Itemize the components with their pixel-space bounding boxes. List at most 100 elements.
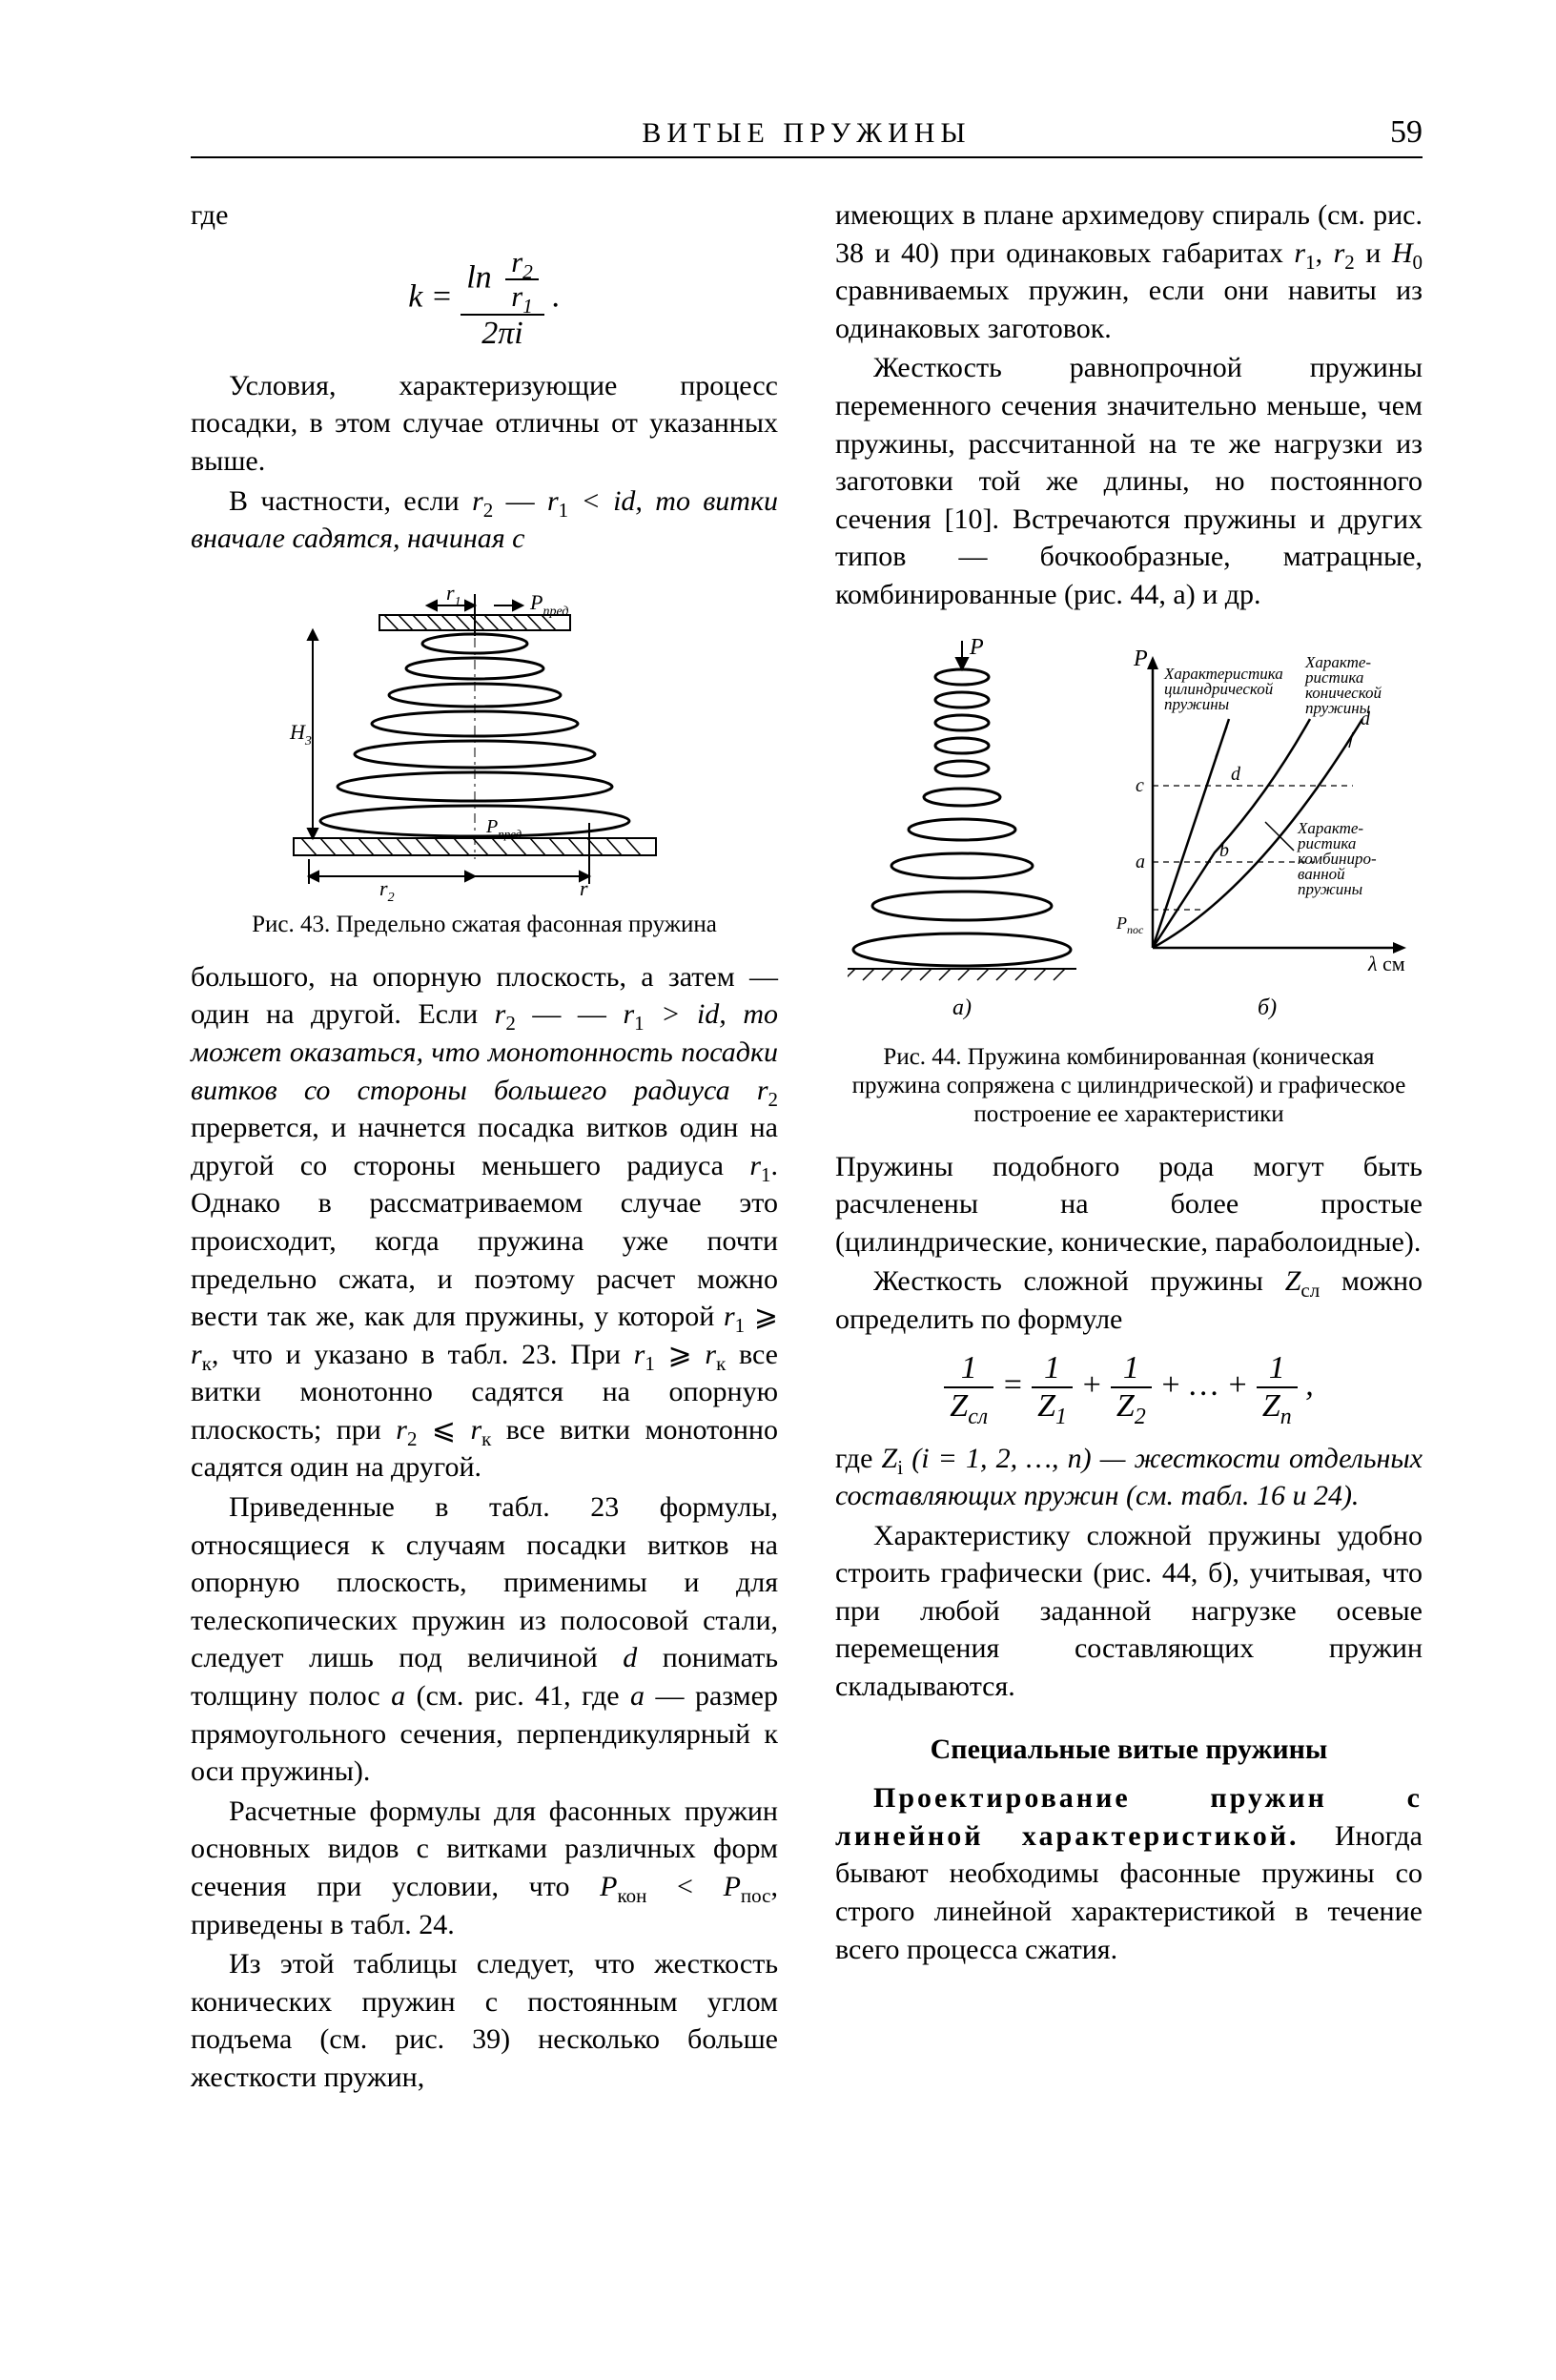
p7-c1: , xyxy=(1316,237,1334,269)
svg-text:Характе- ристика: Характе- ристика конической пружины xyxy=(1304,653,1385,717)
p7-r1s: 1 xyxy=(1305,251,1316,274)
para-3: большого, на опорную плоскость, а затем … xyxy=(191,958,778,1487)
p3-rk2: r xyxy=(705,1339,716,1370)
fz-tnn: 1 xyxy=(1257,1352,1298,1388)
p3-r2: r xyxy=(495,998,506,1030)
figure-43: r1 Pпред xyxy=(191,577,778,939)
p2-r1-sub: 1 xyxy=(559,499,569,522)
p3-r1b: r xyxy=(749,1150,761,1181)
fz-p2: + … + xyxy=(1159,1366,1257,1402)
p2-a: В частности, если xyxy=(229,485,472,517)
p4-c: (см. рис. 41, где xyxy=(405,1680,630,1712)
running-head: ВИТЫЕ ПРУЖИНЫ xyxy=(248,117,1365,150)
p4-d: d xyxy=(623,1642,637,1673)
fz-eq: = xyxy=(1002,1366,1032,1402)
fz-l1: 1 xyxy=(944,1352,993,1388)
p7-r1: r xyxy=(1294,237,1305,269)
p3-r2c: r xyxy=(396,1414,407,1446)
column-left: где k = ln r2 r1 2πi . Условия, характер… xyxy=(191,196,778,2099)
svg-text:r2: r2 xyxy=(379,876,395,901)
para-12: Характеристику сложной пружины удобно ст… xyxy=(835,1517,1423,1706)
figure-44-caption: Рис. 44. Пружина комбинированная (кониче… xyxy=(847,1043,1410,1129)
para-8: Жесткость равнопрочной пружины переменно… xyxy=(835,349,1423,613)
p3-rk1s: к xyxy=(202,1352,212,1375)
svg-text:a: a xyxy=(1136,851,1145,872)
p2-minus: — xyxy=(493,485,547,517)
p11-b: (i = 1, 2, …, n) — жесткости отдельных с… xyxy=(835,1443,1423,1512)
para-2: В частности, если r2 — r1 < id, то витки… xyxy=(191,482,778,558)
p2-r1: r xyxy=(547,485,559,517)
p2-r2: r xyxy=(472,485,483,517)
p3-r2cs: 2 xyxy=(407,1427,418,1450)
p4-a2: a xyxy=(391,1680,405,1712)
p3-r2bs: 2 xyxy=(768,1088,779,1111)
svg-text:λ см: λ см xyxy=(1367,952,1405,975)
p3-r2b: r xyxy=(757,1075,768,1106)
fz-t2z: Z xyxy=(1116,1388,1135,1424)
fz-tns: n xyxy=(1280,1404,1292,1428)
p3-r1bs: 1 xyxy=(761,1163,771,1186)
p7-b: сравниваемых пружин, если они навиты из … xyxy=(835,275,1423,344)
p7-r2s: 2 xyxy=(1344,251,1355,274)
formula-z: 1Zсл = 1Z1 + 1Z2 + … + 1Zn , xyxy=(835,1352,1423,1423)
p3-r1d: r xyxy=(634,1339,645,1370)
para-10: Жесткость сложной пружины Zсл можно опре… xyxy=(835,1262,1423,1338)
fz-t2s: 2 xyxy=(1135,1404,1146,1428)
svg-text:Характе- ристика: Характе- ристика комбиниро- ванной пружи… xyxy=(1297,819,1381,898)
p3-ge2: ⩾ xyxy=(655,1339,706,1370)
p4-a3: a xyxy=(630,1680,645,1712)
para-7: имеющих в плане архимедову спираль (см. … xyxy=(835,196,1423,347)
figure-44: P а) xyxy=(835,633,1423,1129)
p3-ge1: ⩾ xyxy=(745,1301,778,1332)
svg-text:а): а) xyxy=(952,995,972,1020)
svg-text:Характеристика ц: Характеристика цилиндрической пружины xyxy=(1163,665,1287,713)
p3-rk3s: к xyxy=(481,1427,491,1450)
formula-k-r1-sub: 1 xyxy=(522,295,533,318)
fz-p1: + xyxy=(1080,1366,1110,1402)
para-6: Из этой таблицы следует, что жесткость к… xyxy=(191,1945,778,2096)
p3-r1s: 1 xyxy=(634,1012,645,1035)
formula-k-ln: ln xyxy=(466,259,491,295)
p7-r2: r xyxy=(1334,237,1345,269)
p3-b: — — xyxy=(516,998,624,1030)
p3-f: , что и указано в табл. 23. При xyxy=(212,1339,634,1370)
para-5: Расчетные формулы для фасонных пружин ос… xyxy=(191,1793,778,1943)
lead-gde: где xyxy=(191,196,778,235)
p10-z: Z xyxy=(1285,1265,1301,1297)
page: ВИТЫЕ ПРУЖИНЫ 59 где k = ln r2 r1 2πi xyxy=(0,0,1556,2380)
p7-h0: H xyxy=(1392,237,1413,269)
fz-lz: Z xyxy=(950,1388,968,1424)
para-9: Пружины подобного рода могут быть расчле… xyxy=(835,1148,1423,1262)
fz-t2n: 1 xyxy=(1111,1352,1152,1388)
formula-k-dot: . xyxy=(552,278,561,314)
fz-tnz: Z xyxy=(1262,1388,1280,1424)
p8-text: Жесткость равнопрочной пружины переменно… xyxy=(835,352,1423,610)
page-number: 59 xyxy=(1365,114,1423,151)
p3-r1cs: 1 xyxy=(735,1314,746,1337)
fz-t1z: Z xyxy=(1037,1388,1055,1424)
p3-r1: r xyxy=(623,998,634,1030)
p10-zs: сл xyxy=(1300,1279,1320,1302)
svg-text:r: r xyxy=(580,876,588,900)
p11-zi: Z xyxy=(882,1443,898,1474)
text-columns: где k = ln r2 r1 2πi . Условия, характер… xyxy=(191,196,1423,2099)
p11-a: где xyxy=(835,1443,882,1474)
svg-text:H3: H3 xyxy=(289,720,312,749)
figure-43-caption: Рис. 43. Предельно сжатая фасонная пружи… xyxy=(220,911,748,939)
p3-d: прервется, и начнется посадка витков оди… xyxy=(191,1112,778,1181)
p5-ppos: P xyxy=(724,1871,741,1902)
p3-r1c: r xyxy=(724,1301,735,1332)
p3-rk1: r xyxy=(191,1339,202,1370)
svg-text:P: P xyxy=(1133,646,1148,671)
svg-text:Pпос: Pпос xyxy=(1116,913,1144,936)
p5-pkons: кон xyxy=(617,1884,646,1907)
p5-pkon: P xyxy=(600,1871,617,1902)
svg-text:d: d xyxy=(1231,764,1241,785)
formula-k-den: 2πi xyxy=(461,316,544,350)
para-13: Проектирование пружин с линейной характе… xyxy=(835,1779,1423,1968)
svg-text:P: P xyxy=(969,635,984,660)
p7-and: и xyxy=(1355,237,1392,269)
page-header: ВИТЫЕ ПРУЖИНЫ 59 xyxy=(191,114,1423,158)
figure-43-svg: r1 Pпред xyxy=(275,577,694,901)
p5-pposs: пос xyxy=(741,1884,771,1907)
